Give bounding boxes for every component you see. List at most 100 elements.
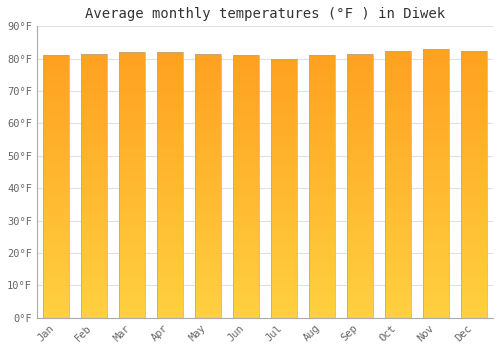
Bar (194, 167, 221, 170)
Bar (346, 275, 374, 278)
Bar (270, 191, 297, 194)
Bar (156, 119, 183, 121)
Bar (42, 231, 69, 234)
Bar (118, 204, 145, 206)
Bar (308, 197, 336, 200)
Bar (422, 76, 450, 78)
Bar (270, 82, 297, 85)
Bar (156, 169, 183, 172)
Bar (118, 188, 145, 190)
Bar (42, 118, 69, 121)
Bar (270, 274, 297, 276)
Bar (384, 64, 411, 66)
Bar (194, 141, 221, 144)
Bar (80, 265, 107, 268)
Bar (118, 124, 145, 127)
Bar (422, 78, 450, 81)
Bar (384, 232, 411, 235)
Bar (194, 304, 221, 307)
Bar (460, 304, 487, 307)
Bar (346, 59, 374, 62)
Bar (384, 61, 411, 64)
Bar (346, 162, 374, 165)
Bar (194, 128, 221, 131)
Bar (270, 264, 297, 266)
Bar (384, 262, 411, 264)
Bar (308, 216, 336, 218)
Bar (308, 271, 336, 273)
Bar (460, 230, 487, 232)
Bar (194, 207, 221, 210)
Bar (194, 125, 221, 128)
Bar (384, 257, 411, 259)
Bar (270, 121, 297, 124)
Bar (384, 85, 411, 88)
Bar (308, 158, 336, 160)
Bar (232, 226, 259, 229)
Bar (232, 195, 259, 197)
Bar (42, 100, 69, 103)
Bar (346, 194, 374, 196)
Bar (194, 275, 221, 278)
Bar (80, 112, 107, 114)
Bar (384, 80, 411, 83)
Bar (42, 300, 69, 302)
Bar (346, 138, 374, 141)
Bar (118, 289, 145, 291)
Bar (384, 51, 411, 318)
Bar (270, 251, 297, 253)
Bar (460, 267, 487, 270)
Bar (270, 170, 297, 173)
Bar (422, 264, 450, 267)
Bar (118, 182, 145, 185)
Bar (460, 168, 487, 171)
Bar (460, 166, 487, 168)
Bar (156, 193, 183, 196)
Bar (422, 151, 450, 154)
Bar (232, 229, 259, 231)
Bar (460, 77, 487, 80)
Bar (460, 259, 487, 262)
Bar (118, 105, 145, 108)
Bar (232, 210, 259, 213)
Bar (80, 154, 107, 157)
Bar (194, 186, 221, 189)
Bar (308, 108, 336, 111)
Bar (346, 257, 374, 260)
Bar (42, 179, 69, 181)
Bar (346, 304, 374, 307)
Bar (118, 193, 145, 196)
Bar (118, 214, 145, 217)
Bar (460, 88, 487, 91)
Bar (422, 253, 450, 256)
Bar (460, 211, 487, 213)
Bar (308, 124, 336, 126)
Bar (156, 212, 183, 214)
Bar (308, 294, 336, 297)
Bar (384, 155, 411, 158)
Bar (460, 125, 487, 128)
Bar (270, 98, 297, 100)
Bar (460, 214, 487, 216)
Bar (232, 69, 259, 71)
Bar (384, 115, 411, 117)
Bar (460, 299, 487, 302)
Bar (308, 195, 336, 197)
Bar (270, 305, 297, 308)
Bar (42, 226, 69, 229)
Bar (422, 240, 450, 243)
Bar (194, 175, 221, 178)
Bar (270, 116, 297, 118)
Bar (270, 310, 297, 313)
Bar (346, 239, 374, 241)
Bar (308, 221, 336, 223)
Bar (42, 155, 69, 158)
Bar (346, 252, 374, 254)
Bar (232, 273, 259, 276)
Bar (194, 210, 221, 212)
Bar (80, 194, 107, 196)
Bar (156, 108, 183, 111)
Bar (80, 273, 107, 275)
Bar (460, 254, 487, 257)
Bar (460, 120, 487, 123)
